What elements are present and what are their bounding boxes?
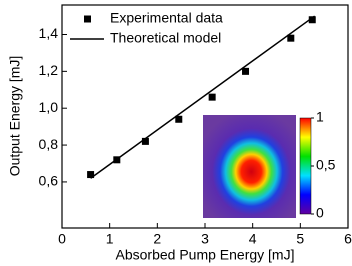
x-tick-label: 5 (296, 231, 304, 247)
x-tick-label: 3 (201, 231, 209, 247)
data-point (242, 68, 249, 75)
x-tick-label: 1 (106, 231, 114, 247)
colorbar (300, 118, 311, 214)
legend-label: Experimental data (110, 10, 223, 26)
colorbar-tick-label: 0 (316, 205, 324, 221)
y-tick-label: 0,6 (39, 173, 59, 189)
y-tick-label: 0,8 (39, 136, 59, 152)
chart: Absorbed Pump Energy [mJ] Output Energy … (0, 0, 352, 266)
x-tick-label: 2 (153, 231, 161, 247)
legend-label: Theoretical model (110, 30, 221, 46)
y-tick-label: 1,0 (39, 99, 59, 115)
y-tick-label: 1,2 (39, 62, 59, 78)
colorbar-tick-label: 1 (316, 109, 324, 125)
colorbar-tick-label: 0,5 (316, 157, 336, 173)
page: {"chart_data": {"type": "scatter", "xlab… (0, 0, 352, 266)
x-tick-label: 6 (344, 231, 352, 247)
x-tick-label: 4 (249, 231, 257, 247)
y-tick-label: 1,4 (39, 25, 59, 41)
x-tick-label: 0 (58, 231, 66, 247)
x-axis-label: Absorbed Pump Energy [mJ] (116, 247, 295, 263)
data-point (209, 94, 216, 101)
legend-marker (84, 16, 91, 23)
y-axis-label: Output Energy [mJ] (7, 56, 23, 177)
beam-profile-image (203, 115, 296, 218)
